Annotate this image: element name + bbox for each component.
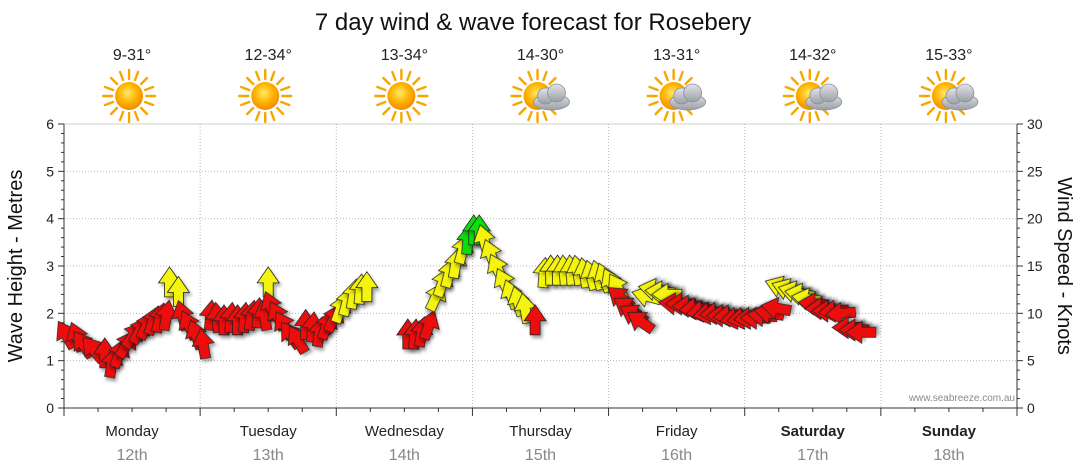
y-tick-label-right: 15 bbox=[1027, 258, 1043, 274]
y-tick-label-right: 10 bbox=[1027, 305, 1043, 321]
wind-arrow bbox=[417, 309, 440, 341]
day-temperature: 12-34° bbox=[245, 47, 292, 64]
day-temperature: 14-30° bbox=[517, 47, 564, 64]
y-tick-label-left: 6 bbox=[46, 116, 54, 132]
day-name-label: Sunday bbox=[922, 423, 977, 440]
day-date-label: 12th bbox=[117, 447, 148, 464]
y-tick-label-left: 1 bbox=[46, 353, 54, 369]
day-name-label: Saturday bbox=[781, 423, 846, 440]
y-tick-label-right: 25 bbox=[1027, 163, 1043, 179]
day-name-label: Wednesday bbox=[365, 423, 444, 440]
day-temperature: 9-31° bbox=[113, 47, 151, 64]
watermark: www.seabreeze.com.au bbox=[908, 393, 1015, 404]
day-temperature: 13-31° bbox=[653, 47, 700, 64]
y-axis-left-title: Wave Height - Metres bbox=[5, 170, 27, 363]
sunny-icon bbox=[101, 68, 157, 124]
y-tick-label-right: 20 bbox=[1027, 211, 1043, 227]
y-tick-label-right: 30 bbox=[1027, 116, 1043, 132]
day-date-label: 14th bbox=[389, 447, 420, 464]
wind-arrow bbox=[760, 296, 792, 320]
day-date-label: 18th bbox=[933, 447, 964, 464]
wind-arrow bbox=[824, 301, 857, 326]
sunny-icon bbox=[374, 68, 429, 124]
wind-arrow bbox=[256, 266, 280, 298]
day-date-label: 17th bbox=[797, 447, 828, 464]
y-tick-label-left: 4 bbox=[46, 211, 54, 227]
day-labels: Monday 12th Tuesday 13th Wednesday 14th Thursd… bbox=[105, 423, 976, 464]
day-date-label: 15th bbox=[525, 447, 556, 464]
chart-title: 7 day wind & wave forecast for Rosebery bbox=[315, 9, 751, 36]
day-date-label: 13th bbox=[253, 447, 284, 464]
day-date-label: 16th bbox=[661, 447, 692, 464]
day-name-label: Friday bbox=[656, 423, 698, 440]
sunny-icon bbox=[238, 68, 293, 124]
y-axis-right-title: Wind Speed - Knots bbox=[1053, 177, 1075, 355]
y-tick-label-right: 0 bbox=[1027, 400, 1035, 416]
partly-cloudy-icon bbox=[646, 68, 707, 124]
wind-arrow bbox=[166, 275, 191, 307]
y-tick-label-left: 0 bbox=[46, 400, 54, 416]
y-tick-label-right: 5 bbox=[1027, 353, 1035, 369]
weather-row: 9-31° 12-34° 13-34° 14-30° 13-31° 14-32° 15-33… bbox=[101, 47, 979, 124]
wind-arrow bbox=[523, 304, 547, 336]
day-name-label: Monday bbox=[105, 423, 159, 440]
y-tick-label-left: 5 bbox=[46, 163, 54, 179]
partly-cloudy-icon bbox=[782, 68, 843, 124]
y-tick-label-left: 3 bbox=[46, 258, 54, 274]
partly-cloudy-icon bbox=[918, 68, 979, 124]
day-temperature: 15-33° bbox=[925, 47, 972, 64]
day-temperature: 13-34° bbox=[381, 47, 428, 64]
wind-arrow bbox=[191, 328, 215, 360]
day-name-label: Tuesday bbox=[240, 423, 297, 440]
partly-cloudy-icon bbox=[510, 68, 570, 124]
wind-arrow bbox=[355, 270, 379, 303]
day-temperature: 14-32° bbox=[789, 47, 836, 64]
wind-arrow bbox=[627, 312, 656, 335]
y-tick-label-left: 2 bbox=[46, 305, 54, 321]
wind-arrow bbox=[154, 299, 178, 332]
day-name-label: Thursday bbox=[509, 423, 572, 440]
wind-arrows bbox=[56, 214, 877, 379]
wind-arrow bbox=[845, 320, 877, 345]
